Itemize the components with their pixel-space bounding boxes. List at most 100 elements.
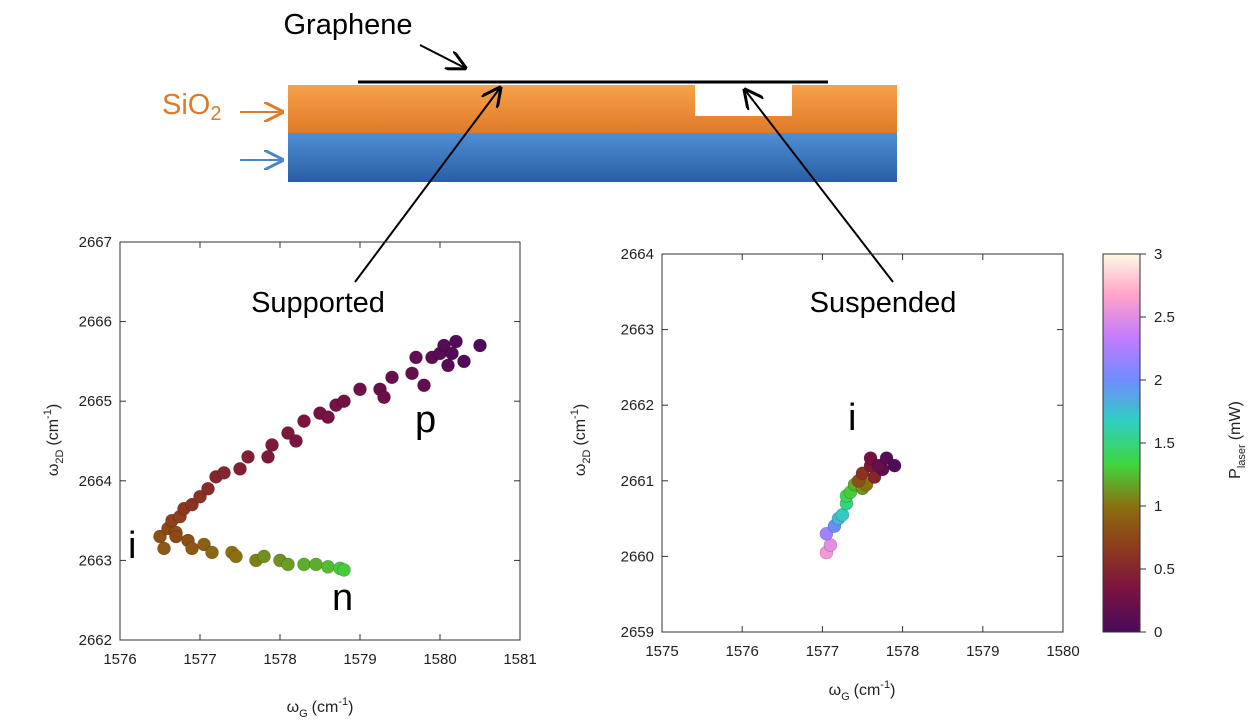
point — [457, 354, 471, 369]
point — [289, 434, 303, 448]
label-part: (cm — [312, 699, 339, 716]
plot-area — [119, 241, 521, 641]
x-tick-label: 1580 — [423, 651, 456, 668]
point — [417, 378, 431, 393]
colorbar — [1102, 253, 1141, 633]
point — [297, 414, 311, 428]
arrow — [419, 44, 465, 68]
point — [217, 466, 231, 480]
oxide-label: SiO2 — [162, 89, 221, 125]
annotation: i — [128, 525, 136, 567]
point — [157, 541, 171, 556]
point — [241, 450, 255, 464]
point — [441, 358, 455, 373]
point — [409, 350, 423, 365]
axis-label: ωG (cm-1) — [287, 696, 354, 720]
y-tick-label: 2660 — [621, 548, 654, 565]
arrow — [745, 90, 894, 283]
point — [337, 563, 351, 577]
trench — [695, 85, 792, 116]
label-part: G — [299, 708, 308, 720]
oxide-layer — [288, 85, 897, 133]
point — [449, 334, 463, 349]
label-part: -1 — [880, 679, 890, 691]
label-part: (cm — [45, 419, 62, 446]
point — [233, 462, 247, 476]
label-part: ) — [572, 404, 589, 409]
y-tick-label: 2663 — [79, 552, 112, 569]
point — [405, 366, 419, 381]
supported-label: Supported — [251, 287, 385, 319]
y-tick-label: 2663 — [621, 322, 654, 339]
label-part: -1 — [569, 409, 581, 419]
label-part: ω — [572, 464, 589, 477]
plot-area — [661, 253, 1064, 633]
label-part: 2D — [581, 450, 593, 464]
colorbar-tick-label: 0 — [1154, 624, 1162, 641]
y-tick-label: 2659 — [621, 624, 654, 641]
suspended-label: Suspended — [810, 287, 957, 319]
point — [201, 481, 215, 496]
colorbar-tick-label: 2.5 — [1154, 309, 1175, 326]
diagram: Graphene SiO2 Supported Suspended — [162, 9, 956, 319]
annotation: p — [415, 399, 436, 441]
label-part: ω — [829, 682, 842, 699]
x-tick-label: 1579 — [966, 643, 999, 660]
arrow — [354, 88, 500, 283]
point — [473, 338, 487, 353]
point — [205, 545, 219, 560]
label-part: ) — [348, 699, 353, 716]
label-part: -1 — [338, 696, 348, 708]
label-part: ω — [287, 699, 300, 716]
label-part: ) — [45, 404, 62, 409]
point — [257, 549, 271, 564]
graphene-label: Graphene — [284, 9, 413, 41]
x-tick-label: 1575 — [645, 643, 678, 660]
point — [197, 537, 211, 552]
point — [337, 394, 351, 409]
y-tick-label: 2664 — [79, 473, 112, 490]
substrate-layer — [288, 133, 897, 182]
point — [823, 538, 838, 552]
x-tick-label: 1577 — [806, 643, 839, 660]
point — [185, 541, 199, 556]
label-part: -1 — [42, 409, 54, 419]
y-tick-label: 2667 — [79, 234, 112, 251]
point — [309, 557, 323, 572]
point — [265, 438, 279, 452]
label-part: (cm — [854, 682, 881, 699]
x-tick-label: 1581 — [503, 651, 536, 668]
axis-label: ω2D (cm-1) — [569, 404, 593, 476]
point — [887, 458, 902, 473]
x-tick-label: 1576 — [103, 651, 136, 668]
annotation: i — [848, 397, 856, 439]
x-tick-label: 1578 — [886, 643, 919, 660]
x-tick-label: 1576 — [726, 643, 759, 660]
point — [169, 529, 183, 544]
y-tick-label: 2662 — [79, 632, 112, 649]
point — [281, 557, 295, 572]
y-tick-label: 2661 — [621, 473, 654, 490]
point — [297, 557, 311, 572]
label-part: ω — [45, 464, 62, 477]
point — [229, 549, 243, 564]
oxide-base: SiO — [162, 89, 210, 121]
y-tick-label: 2664 — [621, 246, 654, 263]
y-tick-label: 2665 — [79, 393, 112, 410]
label-part: P — [1227, 468, 1244, 479]
label-part: 2D — [54, 450, 66, 464]
y-tick-label: 2666 — [79, 314, 112, 331]
annotation: n — [332, 577, 353, 619]
label-part: ) — [890, 682, 895, 699]
label-part: G — [841, 691, 850, 703]
colorbar-tick-label: 0.5 — [1154, 561, 1175, 578]
point — [835, 508, 850, 522]
point — [321, 410, 335, 424]
colorbar-label: Plaser (mW) — [1227, 401, 1248, 479]
y-tick-label: 2662 — [621, 397, 654, 414]
point — [353, 382, 367, 397]
point — [261, 450, 275, 464]
label-part: (cm — [572, 419, 589, 446]
point — [185, 497, 199, 512]
